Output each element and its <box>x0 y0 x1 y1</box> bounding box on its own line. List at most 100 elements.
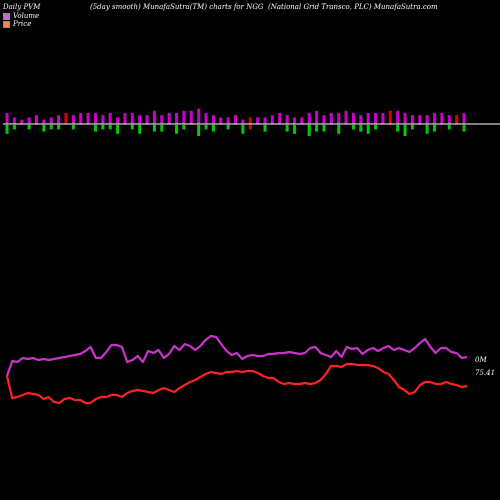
volume-bar-up <box>197 108 201 124</box>
volume-bar-up <box>20 119 24 124</box>
volume-bar-up <box>182 110 186 124</box>
volume-bar-down <box>351 125 355 130</box>
volume-bar-down <box>5 125 9 134</box>
volume-bar-up <box>175 113 179 124</box>
volume-bar-up <box>189 110 193 124</box>
volume-bar-up <box>108 113 112 124</box>
volume-bar-up <box>226 117 230 124</box>
volume-bars <box>5 108 466 136</box>
volume-bar-down <box>130 125 134 130</box>
volume-bar-down <box>366 125 370 134</box>
volume-bar-up <box>359 115 363 124</box>
volume-edge-label: 0M <box>475 356 487 364</box>
volume-bar-up <box>388 110 392 124</box>
legend-price-label: Price <box>13 20 32 28</box>
volume-bar-up <box>344 110 348 124</box>
volume-bar-up <box>440 113 444 124</box>
volume-bar-up <box>42 119 46 124</box>
volume-bar-up <box>57 115 61 124</box>
volume-bar-up <box>256 117 260 124</box>
volume-bar-down <box>101 125 105 130</box>
volume-bar-down <box>160 125 164 132</box>
chart-title-center: (5day smooth) MunafaSutra(TM) charts for… <box>90 3 264 11</box>
volume-bar-up <box>219 117 223 124</box>
volume-bar-up <box>278 113 282 124</box>
volume-bar-up <box>49 117 53 124</box>
volume-bar-down <box>138 125 142 134</box>
volume-bar-up <box>5 113 9 124</box>
volume-bar-down <box>241 125 245 134</box>
chart-title-left: Daily PVM <box>3 3 41 11</box>
volume-bar-down <box>152 125 156 132</box>
volume-bar-up <box>241 119 245 124</box>
volume-bar-down <box>204 125 208 130</box>
volume-bar-up <box>337 113 341 124</box>
volume-bar-up <box>64 113 68 124</box>
volume-bar-up <box>285 115 289 124</box>
volume-bar-up <box>366 113 370 124</box>
volume-bar-up <box>433 113 437 124</box>
volume-bar-up <box>167 113 171 124</box>
legend-price: Price <box>3 20 31 28</box>
volume-bar-up <box>211 115 215 124</box>
chart-title-right: (National Grid Transco, PLC) MunafaSutra… <box>268 3 438 11</box>
volume-bar-down <box>175 125 179 134</box>
volume-bar-up <box>307 113 311 124</box>
volume-bar-up <box>315 110 319 124</box>
volume-bar-up <box>138 115 142 124</box>
volume-bar-up <box>130 113 134 124</box>
volume-bar-down <box>307 125 311 136</box>
volume-bar-down <box>292 125 296 134</box>
volume-bar-up <box>234 115 237 124</box>
volume-bar-down <box>49 125 53 130</box>
volume-bar-up <box>322 115 326 124</box>
volume-bar-up <box>86 113 90 124</box>
volume-bar-up <box>34 115 38 124</box>
volume-bar-up <box>71 115 75 124</box>
volume-bar-up <box>116 117 120 124</box>
volume-bar-up <box>248 117 252 124</box>
volume-bar-up <box>123 113 127 124</box>
volume-bar-up <box>152 110 156 124</box>
volume-bar-down <box>197 125 201 136</box>
legend-volume-label: Volume <box>13 12 40 20</box>
volume-bar-down <box>425 125 429 134</box>
volume-bar-up <box>403 113 407 124</box>
price-edge-label: 75.41 <box>475 369 496 377</box>
volume-bar-down <box>263 125 267 132</box>
volume-bar-up <box>270 115 274 124</box>
volume-bar-down <box>57 125 61 130</box>
volume-bar-down <box>93 125 97 132</box>
volume-bar-down <box>315 125 319 132</box>
volume-bar-down <box>248 125 252 130</box>
volume-bar-down <box>447 125 451 130</box>
volume-bar-up <box>462 113 466 124</box>
volume-bar-up <box>93 113 97 124</box>
legend-volume: Volume <box>3 12 39 20</box>
volume-bar-up <box>351 113 355 124</box>
volume-bar-down <box>108 125 112 130</box>
volume-bar-down <box>433 125 437 132</box>
volume-bar-up <box>329 113 333 124</box>
volume-bar-down <box>396 125 400 132</box>
volume-bar-down <box>27 125 31 130</box>
volume-bar-down <box>337 125 341 134</box>
volume-bar-down <box>116 125 120 134</box>
volume-line <box>5 334 468 377</box>
volume-bar-down <box>410 125 414 130</box>
volume-bar-up <box>447 115 451 124</box>
volume-bar-down <box>182 125 186 130</box>
volume-bar-up <box>396 110 400 124</box>
volume-bar-up <box>381 113 385 124</box>
volume-bar-down <box>42 125 46 132</box>
volume-bar-up <box>292 117 296 124</box>
volume-bar-down <box>462 125 466 132</box>
volume-bar-down <box>226 125 230 130</box>
volume-bar-up <box>418 115 422 124</box>
volume-bar-down <box>285 125 289 132</box>
volume-bar-down <box>71 125 75 130</box>
volume-bar-down <box>322 125 326 132</box>
volume-bar-up <box>160 115 164 124</box>
volume-bar-up <box>79 113 83 124</box>
